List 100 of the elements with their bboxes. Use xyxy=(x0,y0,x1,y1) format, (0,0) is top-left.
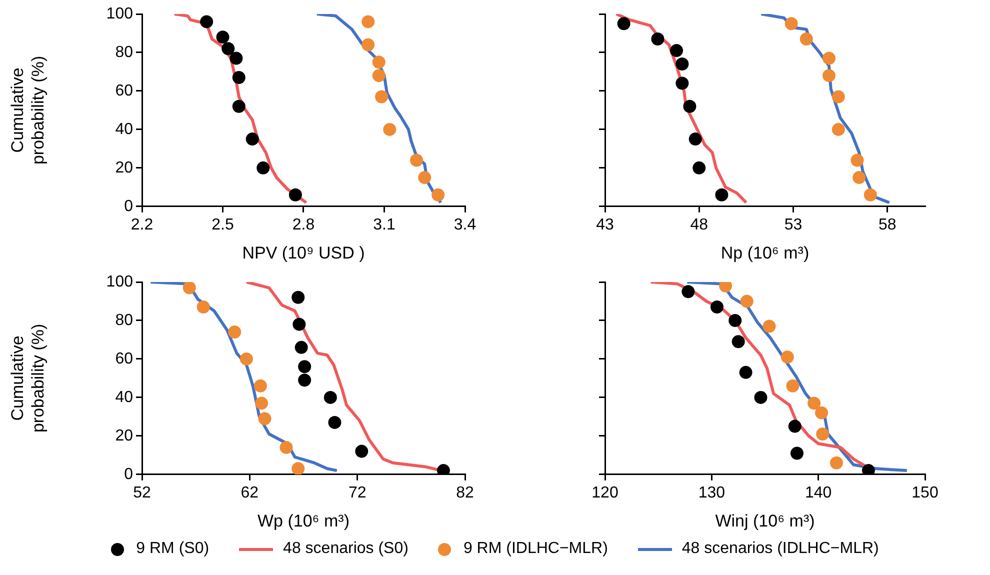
x-tick-label: 82 xyxy=(456,484,474,502)
point xyxy=(254,379,267,392)
point xyxy=(830,456,843,470)
point xyxy=(710,300,724,314)
y-tick-label: 100 xyxy=(106,5,134,22)
point xyxy=(732,335,745,348)
point xyxy=(280,440,293,454)
x-tick-label: 3.1 xyxy=(373,216,396,234)
x-axis-title: Wp (10⁶ m³) xyxy=(258,511,350,530)
point xyxy=(228,326,242,339)
point xyxy=(232,70,246,84)
point xyxy=(418,171,432,184)
point xyxy=(182,282,196,294)
x-tick-label: 130 xyxy=(698,484,726,502)
x-tick-label: 120 xyxy=(592,484,618,502)
x-tick-label: 2.5 xyxy=(212,216,234,234)
y-tick-label: 60 xyxy=(115,350,134,368)
point xyxy=(292,318,306,331)
point xyxy=(754,390,768,404)
point xyxy=(258,412,272,426)
point xyxy=(800,32,813,46)
point xyxy=(728,314,742,327)
y-tick-label: 20 xyxy=(115,159,134,176)
point xyxy=(852,171,866,184)
point xyxy=(230,52,243,65)
point xyxy=(816,427,830,440)
x-tick-label: 2.8 xyxy=(292,216,315,234)
point xyxy=(815,406,828,420)
point xyxy=(739,366,752,379)
point xyxy=(780,350,794,364)
point xyxy=(216,30,230,44)
x-axis-title: NPV (10⁹ USD ) xyxy=(242,243,365,262)
point xyxy=(832,90,845,104)
y-tick-label: 60 xyxy=(115,82,134,100)
point xyxy=(688,132,702,146)
point xyxy=(375,90,388,104)
point xyxy=(410,154,424,167)
y-tick-label: 0 xyxy=(124,466,134,483)
point xyxy=(372,56,386,69)
point xyxy=(255,396,268,410)
point xyxy=(692,161,706,174)
y-tick-label: 80 xyxy=(115,312,134,329)
point xyxy=(683,100,696,113)
point xyxy=(790,446,804,460)
point xyxy=(784,17,798,30)
legend-label: 48 scenarios (S0) xyxy=(283,540,408,558)
x-axis-title: Winj (10⁶ m³) xyxy=(715,511,815,530)
x-tick-label: 3.4 xyxy=(454,216,476,234)
legend-label: 9 RM (IDLHC−MLR) xyxy=(463,540,608,558)
point xyxy=(246,132,259,146)
point xyxy=(822,52,836,65)
point xyxy=(292,462,305,474)
x-tick-label: 2.2 xyxy=(130,216,154,234)
point xyxy=(762,320,776,333)
y-axis-title: Cumulative probability (%) xyxy=(8,324,48,433)
point xyxy=(682,285,695,298)
point xyxy=(372,69,386,82)
y-tick-label: 40 xyxy=(115,120,134,138)
y-tick-label: 0 xyxy=(124,198,134,215)
x-tick-label: 43 xyxy=(596,216,614,234)
legend-label: 9 RM (S0) xyxy=(136,540,210,558)
x-tick-label: 150 xyxy=(912,484,938,502)
point xyxy=(232,100,246,113)
x-tick-label: 53 xyxy=(784,216,802,234)
point xyxy=(362,38,375,52)
x-tick-label: 140 xyxy=(804,484,832,502)
point xyxy=(298,374,312,387)
point xyxy=(864,188,877,202)
point xyxy=(676,76,689,90)
point xyxy=(196,300,210,314)
point xyxy=(294,340,308,354)
x-tick-label: 48 xyxy=(690,216,708,234)
y-tick-label: 80 xyxy=(115,44,134,61)
point xyxy=(362,15,375,28)
point xyxy=(222,42,235,56)
point xyxy=(328,416,342,429)
y-tick-label: 20 xyxy=(115,427,134,444)
x-axis-title: Np (10⁶ m³) xyxy=(720,243,810,262)
point xyxy=(832,122,845,136)
y-axis-title: Cumulative probability (%) xyxy=(8,56,48,165)
point xyxy=(808,396,821,410)
point xyxy=(432,188,445,202)
point xyxy=(651,32,664,46)
point xyxy=(324,390,337,404)
point xyxy=(355,444,368,458)
point xyxy=(740,294,754,308)
point xyxy=(200,15,214,28)
x-tick-label: 58 xyxy=(878,216,896,234)
legend-label: 48 scenarios (IDLHC−MLR) xyxy=(682,540,879,558)
point xyxy=(670,44,684,58)
point xyxy=(298,360,312,374)
point xyxy=(715,188,728,202)
y-tick-label: 40 xyxy=(115,388,134,406)
point xyxy=(240,352,253,366)
x-tick-label: 72 xyxy=(348,484,366,502)
point xyxy=(292,290,305,304)
point xyxy=(383,122,396,136)
x-tick-label: 52 xyxy=(133,484,151,502)
point xyxy=(786,379,800,392)
y-tick-label: 100 xyxy=(106,273,134,290)
